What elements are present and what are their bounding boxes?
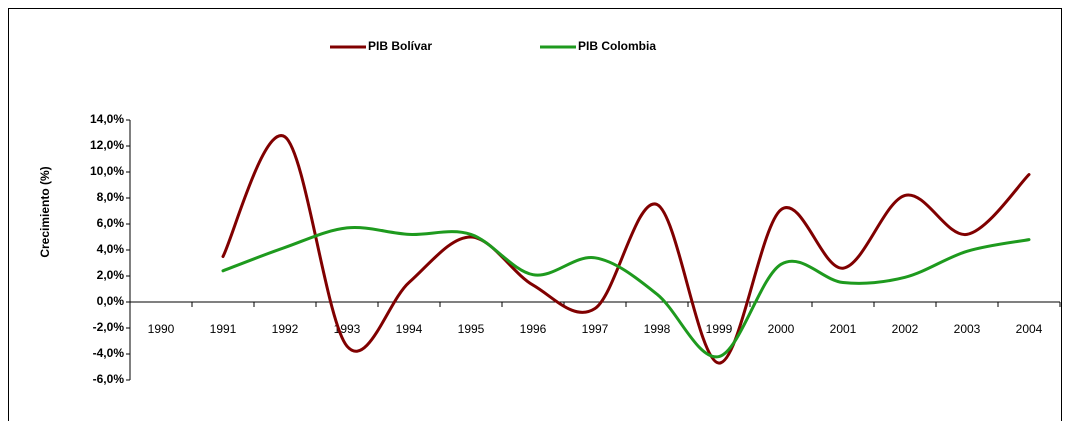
- y-tick-label: 4,0%: [97, 242, 125, 256]
- x-tick-label: 2003: [954, 322, 981, 336]
- y-tick-label: 0,0%: [97, 294, 125, 308]
- x-tick-label: 1998: [644, 322, 671, 336]
- y-tick-label: 14,0%: [90, 112, 124, 126]
- y-tick-label: -4,0%: [93, 346, 125, 360]
- x-tick-label: 1995: [458, 322, 485, 336]
- x-tick-label: 2004: [1016, 322, 1043, 336]
- x-tick-label: 1990: [148, 322, 175, 336]
- y-tick-label: -6,0%: [93, 372, 125, 386]
- legend-label: PIB Colombia: [578, 39, 656, 53]
- y-axis-label: Crecimiento (%): [38, 166, 52, 257]
- legend-label: PIB Bolívar: [368, 39, 432, 53]
- x-tick-label: 2000: [768, 322, 795, 336]
- x-tick-label: 1999: [706, 322, 733, 336]
- x-tick-label: 1997: [582, 322, 609, 336]
- y-tick-label: 12,0%: [90, 138, 124, 152]
- x-tick-label: 1992: [272, 322, 299, 336]
- y-tick-label: 2,0%: [97, 268, 125, 282]
- x-tick-label: 2001: [830, 322, 857, 336]
- y-tick-label: 8,0%: [97, 190, 125, 204]
- series-line: [221, 134, 1031, 365]
- series-line: [221, 226, 1031, 359]
- x-tick-label: 1991: [210, 322, 237, 336]
- x-tick-label: 1994: [396, 322, 423, 336]
- x-tick-label: 1996: [520, 322, 547, 336]
- y-tick-label: -2,0%: [93, 320, 125, 334]
- chart-frame: [8, 8, 1062, 421]
- y-tick-label: 6,0%: [97, 216, 125, 230]
- x-tick-label: 2002: [892, 322, 919, 336]
- y-tick-label: 10,0%: [90, 164, 124, 178]
